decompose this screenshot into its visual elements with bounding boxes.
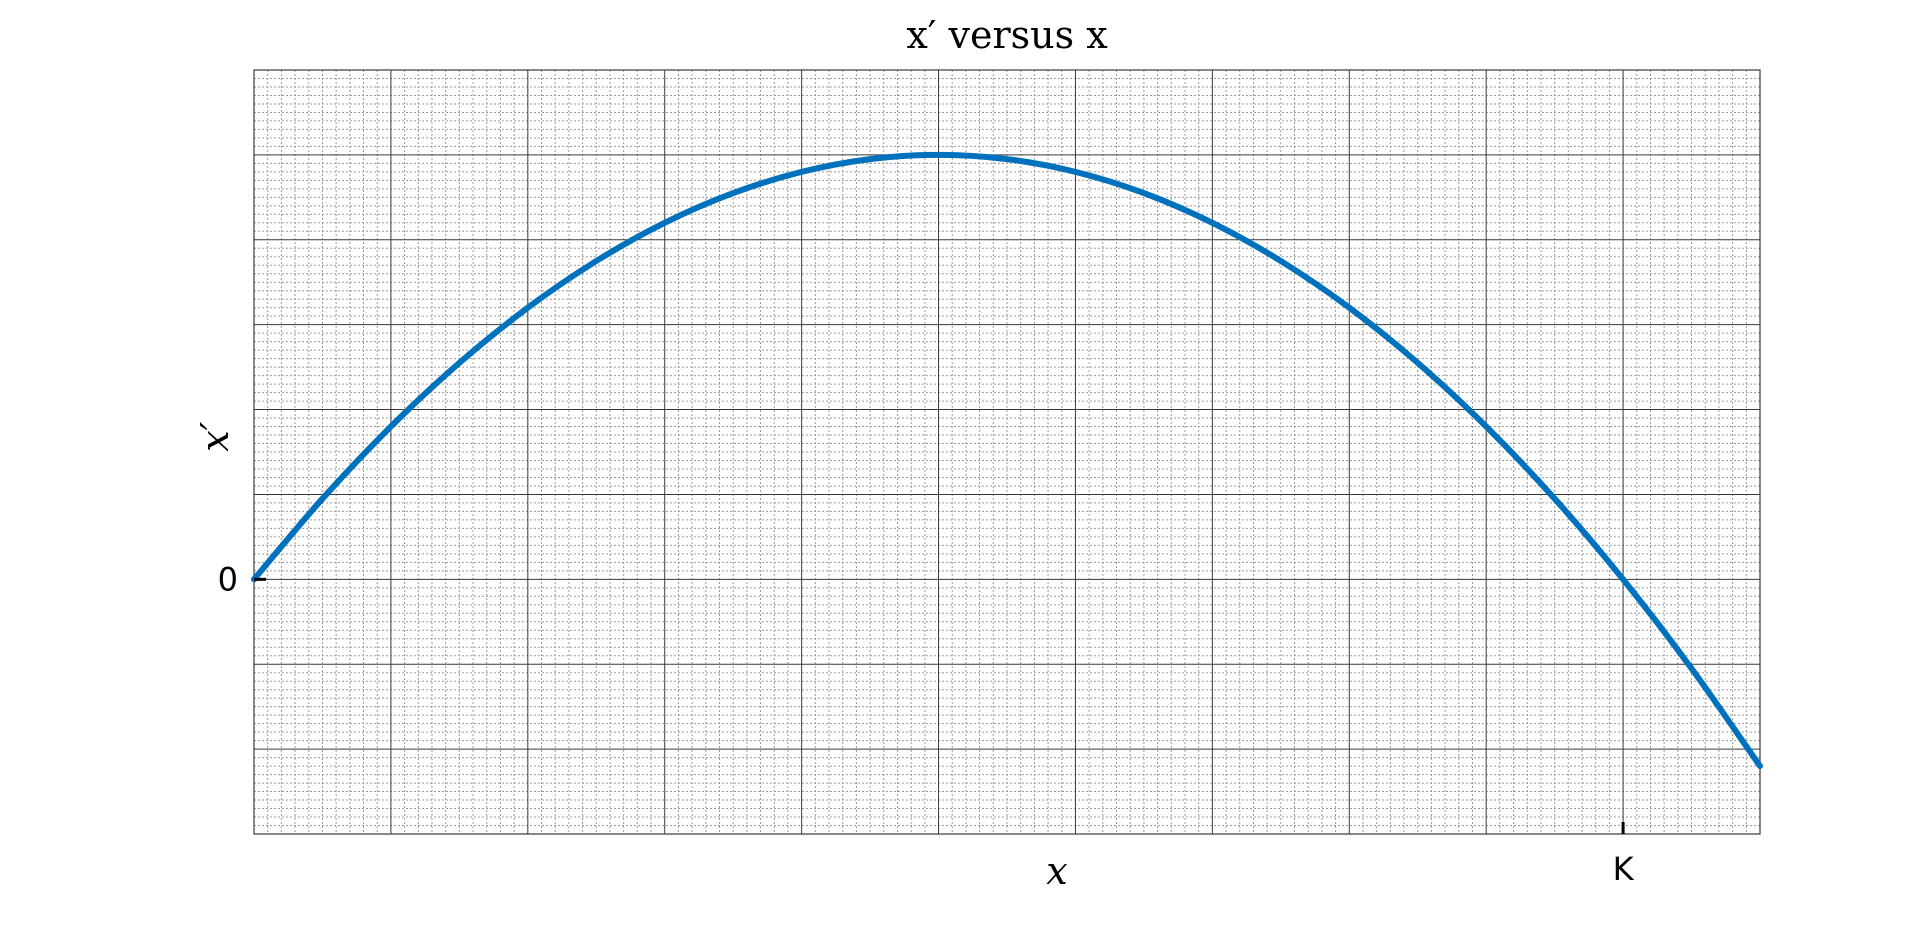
y-axis-label: x′: [193, 421, 237, 451]
chart-title: x′ versus x: [906, 13, 1107, 57]
y-tick-label: 0: [218, 560, 238, 598]
x-tick-label: K: [1613, 850, 1635, 888]
tick-layer: K0: [218, 560, 1635, 888]
series-line: [251, 151, 1763, 770]
minor-grid: [254, 70, 1760, 834]
series-layer: [251, 151, 1763, 770]
plot-area-frame: [253, 69, 1761, 835]
x-axis-label: x: [1046, 849, 1067, 893]
